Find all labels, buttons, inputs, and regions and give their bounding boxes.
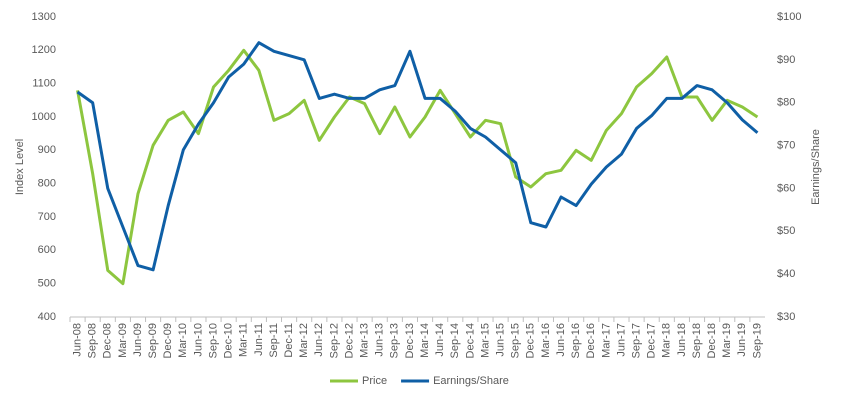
- x-tick-label: Dec-13: [404, 323, 416, 358]
- x-tick-label: Sep-15: [510, 323, 522, 358]
- x-tick-label: Mar-12: [298, 323, 310, 358]
- series-line: [76, 41, 759, 272]
- y2-tick-label: $70: [777, 139, 795, 151]
- x-tick-label: Mar-14: [419, 323, 431, 358]
- x-tick-label: Dec-16: [585, 323, 597, 358]
- x-tick-label: Mar-19: [721, 323, 733, 358]
- y-tick-label: 400: [38, 311, 56, 323]
- x-tick-label: Dec-10: [223, 323, 235, 358]
- x-tick-label: Sep-11: [268, 323, 280, 358]
- x-tick-label: Jun-10: [192, 323, 204, 357]
- y2-tick-label: $100: [777, 11, 801, 23]
- x-tick-label: Dec-12: [343, 323, 355, 358]
- legend-label: Price: [362, 375, 387, 387]
- x-tick-label: Sep-10: [207, 323, 219, 358]
- x-tick-label: Jun-18: [676, 323, 688, 357]
- y-tick-label: 500: [38, 278, 56, 290]
- y2-axis-title: Earnings/Share: [810, 129, 822, 205]
- x-tick-label: Mar-10: [177, 323, 189, 358]
- y-tick-label: 700: [38, 211, 56, 223]
- x-tick-label: Dec-15: [525, 323, 537, 358]
- x-tick-label: Mar-16: [540, 323, 552, 358]
- x-tick-label: Jun-09: [132, 323, 144, 357]
- x-tick-label: Mar-13: [359, 323, 371, 358]
- x-tick-label: Sep-19: [751, 323, 763, 358]
- y-axis-title: Index Level: [14, 139, 26, 195]
- y2-tick-label: $40: [777, 268, 795, 280]
- x-tick-label: Dec-09: [162, 323, 174, 358]
- x-tick-label: Jun-08: [71, 323, 83, 357]
- x-tick-label: Mar-15: [479, 323, 491, 358]
- x-tick-label: Sep-16: [570, 323, 582, 358]
- y-tick-label: 600: [38, 244, 56, 256]
- x-tick-label: Mar-11: [238, 323, 250, 357]
- x-tick-label: Jun-13: [374, 323, 386, 357]
- y-tick-label: 1200: [32, 44, 56, 56]
- x-tick-label: Sep-09: [147, 323, 159, 358]
- x-tick-label: Sep-08: [87, 323, 99, 358]
- x-tick-label: Sep-17: [630, 323, 642, 358]
- x-tick-label: Dec-08: [102, 323, 114, 358]
- y2-tick-label: $80: [777, 97, 795, 109]
- y-tick-label: 800: [38, 178, 56, 190]
- x-tick-label: Mar-17: [600, 323, 612, 358]
- x-tick-label: Jun-16: [555, 323, 567, 357]
- x-tick-label: Dec-17: [646, 323, 658, 358]
- y2-tick-label: $50: [777, 225, 795, 237]
- x-tick-label: Dec-18: [706, 323, 718, 358]
- x-tick-label: Dec-11: [283, 323, 295, 358]
- y-tick-label: 1100: [32, 78, 56, 90]
- x-tick-label: Mar-18: [661, 323, 673, 358]
- y-tick-label: 1000: [32, 111, 56, 123]
- x-tick-label: Dec-14: [464, 323, 476, 358]
- series-line: [76, 48, 759, 286]
- y2-tick-label: $90: [777, 54, 795, 66]
- y2-tick-label: $60: [777, 182, 795, 194]
- y-tick-label: 1300: [32, 11, 56, 23]
- y2-tick-label: $30: [777, 311, 795, 323]
- x-tick-label: Jun-12: [313, 323, 325, 357]
- x-tick-label: Mar-09: [117, 323, 129, 358]
- legend-label: Earnings/Share: [433, 375, 509, 387]
- x-tick-label: Sep-14: [449, 323, 461, 358]
- x-tick-label: Jun-17: [615, 323, 627, 357]
- x-tick-label: Sep-12: [328, 323, 340, 358]
- x-tick-label: Jun-15: [495, 323, 507, 357]
- x-tick-label: Sep-18: [691, 323, 703, 358]
- x-tick-label: Jun-11: [253, 323, 265, 356]
- x-tick-label: Jun-14: [434, 323, 446, 357]
- x-tick-label: Jun-19: [736, 323, 748, 357]
- x-tick-label: Sep-13: [389, 323, 401, 358]
- y-tick-label: 900: [38, 144, 56, 156]
